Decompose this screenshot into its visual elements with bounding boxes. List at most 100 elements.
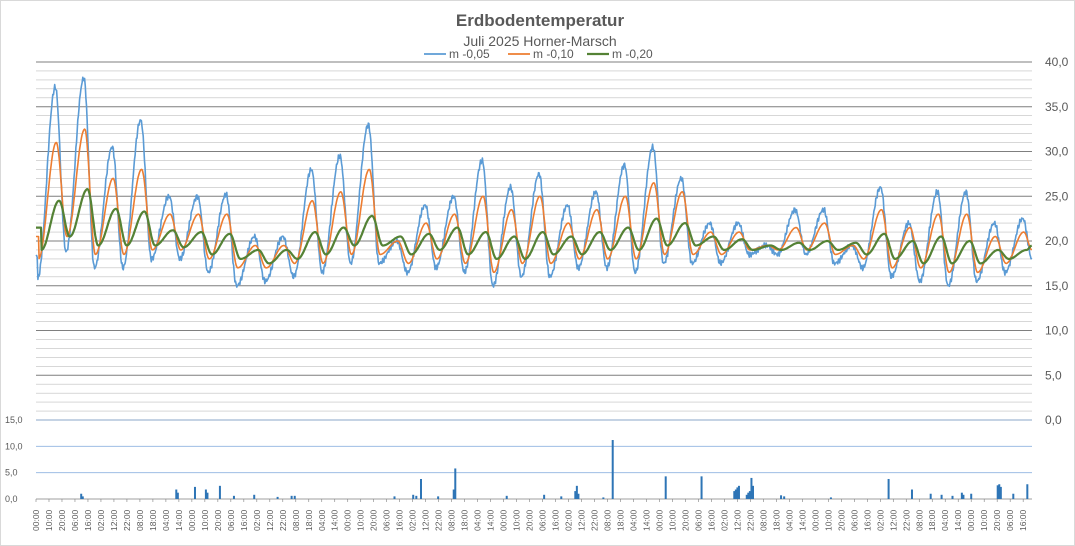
precip-bar bbox=[910, 489, 913, 499]
precip-bar bbox=[419, 478, 422, 499]
precip-bar bbox=[575, 485, 578, 499]
x-tick-label: 16:00 bbox=[395, 509, 405, 531]
x-tick-label: 20:00 bbox=[525, 509, 535, 531]
x-tick-label: 22:00 bbox=[434, 509, 444, 531]
precip-bar bbox=[996, 485, 999, 499]
x-tick-label: 04:00 bbox=[317, 509, 327, 531]
x-tick-label: 06:00 bbox=[70, 509, 80, 531]
chart-subtitle: Juli 2025 Horner-Marsch bbox=[463, 33, 616, 49]
x-tick-label: 00:00 bbox=[499, 509, 509, 531]
precip-bar bbox=[437, 496, 440, 499]
y-tick-label: 20,0 bbox=[1045, 234, 1069, 248]
legend-label: m -0,05 bbox=[449, 47, 490, 61]
x-tick-label: 08:00 bbox=[447, 509, 457, 531]
x-tick-label: 22:00 bbox=[122, 509, 132, 531]
precip-bar bbox=[415, 495, 418, 499]
x-tick-label: 18:00 bbox=[616, 509, 626, 531]
x-tick-label: 14:00 bbox=[797, 509, 807, 531]
y-tick-label: 15,0 bbox=[1045, 279, 1069, 293]
precip-bar bbox=[602, 497, 605, 499]
x-tick-label: 16:00 bbox=[551, 509, 561, 531]
precip-bar bbox=[962, 494, 965, 499]
precipitation-bars bbox=[80, 440, 1029, 499]
precip-bar bbox=[745, 494, 748, 499]
precip-bar bbox=[290, 495, 293, 499]
precip-bar bbox=[750, 477, 753, 499]
series-line-3 bbox=[35, 188, 1033, 265]
precip-bar bbox=[751, 485, 754, 499]
x-tick-label: 18:00 bbox=[304, 509, 314, 531]
x-tick-label: 10:00 bbox=[667, 509, 677, 531]
x-tick-label: 18:00 bbox=[148, 509, 158, 531]
precip-bar bbox=[940, 494, 943, 499]
precip-bar bbox=[611, 440, 614, 499]
precipitation-y-ticks: 0,0 5,0 10,0 15,0 bbox=[5, 415, 23, 504]
x-tick-label: 06:00 bbox=[382, 509, 392, 531]
x-tick-label: 06:00 bbox=[1005, 509, 1015, 531]
precip-bar bbox=[193, 486, 196, 499]
x-tick-label: 18:00 bbox=[460, 509, 470, 531]
x-tick-label: 14:00 bbox=[953, 509, 963, 531]
x-tick-label: 14:00 bbox=[174, 509, 184, 531]
x-tick-label: 06:00 bbox=[849, 509, 859, 531]
x-tick-label: 16:00 bbox=[706, 509, 716, 531]
x-tick-label: 10:00 bbox=[823, 509, 833, 531]
x-tick-label: 04:00 bbox=[161, 509, 171, 531]
temperature-series bbox=[35, 76, 1033, 288]
precip-bar bbox=[293, 495, 296, 499]
x-tick-label: 02:00 bbox=[252, 509, 262, 531]
temperature-gridlines bbox=[36, 61, 1032, 421]
x-tick-label: 00:00 bbox=[31, 509, 41, 531]
precip-bar bbox=[505, 495, 508, 499]
precip-bar bbox=[1026, 484, 1029, 499]
precip-bar bbox=[664, 476, 667, 499]
precip-bar bbox=[748, 491, 751, 499]
x-tick-label: 20:00 bbox=[836, 509, 846, 531]
y-tick-label: 25,0 bbox=[1045, 189, 1069, 203]
x-tick-label: 10:00 bbox=[979, 509, 989, 531]
x-tick-label: 02:00 bbox=[564, 509, 574, 531]
x-tick-label: 06:00 bbox=[538, 509, 548, 531]
x-tick-label: 12:00 bbox=[421, 509, 431, 531]
series-line-1 bbox=[35, 76, 1033, 288]
x-tick-label: 16:00 bbox=[83, 509, 93, 531]
precip-bar bbox=[560, 496, 563, 499]
precip-bar bbox=[454, 468, 457, 499]
precip-bar bbox=[733, 491, 736, 499]
x-tick-label: 02:00 bbox=[875, 509, 885, 531]
precip-bar bbox=[887, 478, 890, 499]
precip-bar bbox=[276, 496, 279, 499]
x-tick-label: 12:00 bbox=[109, 509, 119, 531]
y-tick-label: 35,0 bbox=[1045, 100, 1069, 114]
x-tick-label: 22:00 bbox=[745, 509, 755, 531]
x-tick-label: 08:00 bbox=[291, 509, 301, 531]
precip-y-tick-label: 10,0 bbox=[5, 441, 23, 451]
x-tick-label: 00:00 bbox=[187, 509, 197, 531]
x-tick-label: 22:00 bbox=[901, 509, 911, 531]
x-tick-label: 08:00 bbox=[758, 509, 768, 531]
x-axis-ticks: 00:00 10:00 20:00 06:00 16:00 02:00 12:00 22:00… bbox=[31, 499, 1028, 531]
x-tick-label: 02:00 bbox=[408, 509, 418, 531]
precip-bar bbox=[176, 492, 179, 499]
precip-bar bbox=[232, 495, 235, 499]
x-tick-label: 00:00 bbox=[966, 509, 976, 531]
precip-bar bbox=[998, 484, 1001, 499]
x-tick-label: 00:00 bbox=[343, 509, 353, 531]
precip-bar bbox=[574, 491, 577, 499]
precip-bar bbox=[175, 489, 178, 499]
x-tick-label: 04:00 bbox=[940, 509, 950, 531]
x-tick-label: 10:00 bbox=[356, 509, 366, 531]
x-tick-label: 16:00 bbox=[862, 509, 872, 531]
x-tick-label: 22:00 bbox=[278, 509, 288, 531]
precipitation-gridlines bbox=[36, 419, 1032, 500]
precip-bar bbox=[543, 494, 546, 499]
legend-label: m -0,10 bbox=[533, 47, 574, 61]
precip-bar bbox=[951, 495, 954, 499]
x-tick-label: 08:00 bbox=[914, 509, 924, 531]
x-tick-label: 04:00 bbox=[628, 509, 638, 531]
x-tick-label: 06:00 bbox=[693, 509, 703, 531]
x-tick-label: 12:00 bbox=[577, 509, 587, 531]
precip-bar bbox=[734, 489, 737, 499]
x-tick-label: 10:00 bbox=[200, 509, 210, 531]
